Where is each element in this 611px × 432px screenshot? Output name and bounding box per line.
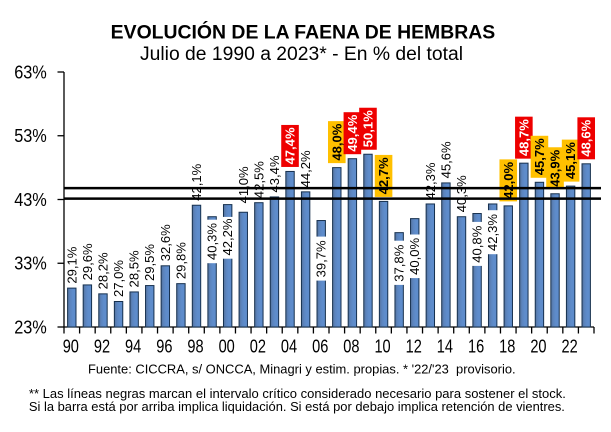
svg-text:45,7%: 45,7% — [532, 138, 547, 175]
svg-text:20: 20 — [530, 337, 546, 357]
svg-text:16: 16 — [468, 337, 484, 357]
svg-text:18: 18 — [499, 337, 515, 357]
svg-text:29,1%: 29,1% — [64, 246, 79, 283]
svg-text:27,0%: 27,0% — [111, 260, 126, 297]
svg-text:49,4%: 49,4% — [345, 114, 360, 151]
svg-text:40,3%: 40,3% — [454, 175, 469, 212]
svg-text:40,0%: 40,0% — [407, 237, 422, 274]
svg-text:29,8%: 29,8% — [173, 242, 188, 279]
svg-text:08: 08 — [343, 337, 359, 357]
svg-text:42,3%: 42,3% — [423, 162, 438, 199]
svg-text:22: 22 — [562, 337, 578, 357]
svg-text:90: 90 — [63, 337, 79, 357]
svg-text:29,6%: 29,6% — [80, 243, 95, 280]
svg-text:Si la barra está por arriba im: Si la barra está por arriba implica liqu… — [29, 399, 565, 414]
svg-text:45,1%: 45,1% — [563, 142, 578, 179]
svg-text:47,4%: 47,4% — [283, 127, 298, 164]
svg-text:43,9%: 43,9% — [548, 149, 563, 186]
svg-text:42,3%: 42,3% — [485, 214, 500, 251]
svg-text:50,1%: 50,1% — [360, 110, 375, 147]
svg-text:Fuente: CICCRA, s/ ONCCA, Mina: Fuente: CICCRA, s/ ONCCA, Minagri y esti… — [88, 363, 516, 377]
svg-text:40,3%: 40,3% — [205, 223, 220, 260]
svg-text:32,6%: 32,6% — [158, 224, 173, 261]
svg-text:43,4%: 43,4% — [267, 155, 282, 192]
svg-text:48,6%: 48,6% — [579, 119, 594, 156]
svg-text:EVOLUCIÓN DE LA FAENA DE HEMBR: EVOLUCIÓN DE LA FAENA DE HEMBRAS — [111, 20, 496, 44]
svg-text:42,2%: 42,2% — [220, 218, 235, 255]
svg-text:94: 94 — [125, 337, 141, 357]
svg-text:33%: 33% — [14, 254, 47, 274]
svg-text:43%: 43% — [14, 190, 47, 210]
svg-text:41,0%: 41,0% — [236, 166, 251, 203]
svg-text:42,1%: 42,1% — [189, 163, 204, 200]
svg-text:10: 10 — [374, 337, 390, 357]
svg-text:04: 04 — [281, 337, 297, 357]
svg-text:00: 00 — [219, 337, 235, 357]
svg-text:29,5%: 29,5% — [142, 244, 157, 281]
svg-text:42,5%: 42,5% — [251, 161, 266, 198]
svg-text:98: 98 — [187, 337, 203, 357]
svg-text:Julio de 1990 a 2023* - En % d: Julio de 1990 a 2023* - En % del total — [140, 44, 463, 65]
svg-text:96: 96 — [156, 337, 172, 357]
svg-text:42,0%: 42,0% — [501, 161, 516, 198]
svg-text:42,7%: 42,7% — [376, 157, 391, 194]
svg-text:63%: 63% — [14, 62, 47, 82]
svg-text:39,7%: 39,7% — [314, 240, 329, 277]
svg-text:12: 12 — [406, 337, 422, 357]
svg-text:40,8%: 40,8% — [470, 225, 485, 262]
svg-text:53%: 53% — [14, 126, 47, 146]
svg-text:37,8%: 37,8% — [392, 244, 407, 281]
svg-text:48,7%: 48,7% — [516, 119, 531, 156]
svg-text:92: 92 — [94, 337, 110, 357]
svg-text:28,2%: 28,2% — [95, 252, 110, 289]
svg-text:23%: 23% — [14, 317, 47, 337]
svg-text:48,0%: 48,0% — [329, 123, 344, 160]
svg-text:45,6%: 45,6% — [438, 141, 453, 178]
svg-text:06: 06 — [312, 337, 328, 357]
svg-text:14: 14 — [437, 337, 453, 357]
svg-text:** Las líneas negras marcan el: ** Las líneas negras marcan el intervalo… — [29, 386, 566, 401]
svg-text:28,5%: 28,5% — [127, 250, 142, 287]
svg-text:44,2%: 44,2% — [298, 150, 313, 187]
svg-text:02: 02 — [250, 337, 266, 357]
